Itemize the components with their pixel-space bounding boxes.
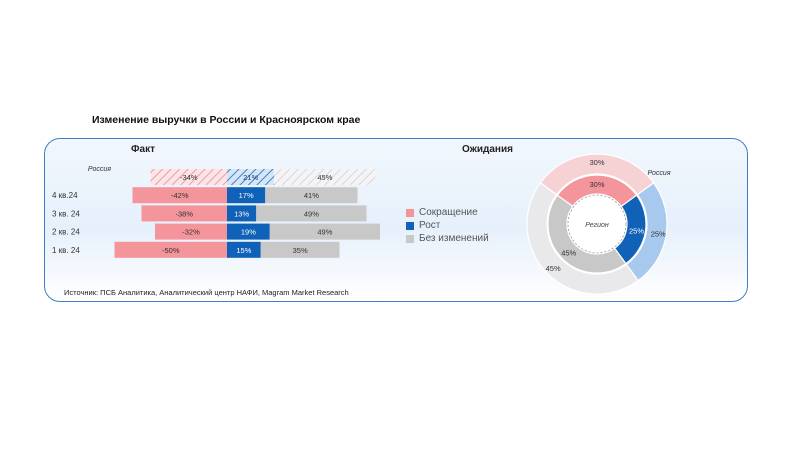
legend-label: Без изменений — [419, 233, 489, 244]
donut-slice-label: 30% — [589, 158, 604, 167]
category-label: 3 кв. 24 — [52, 209, 80, 218]
bar-label-growth: 17% — [239, 191, 254, 200]
bar-growth — [227, 223, 270, 240]
legend-label: Сокращение — [419, 207, 478, 218]
bar-label-decrease: -42% — [171, 191, 189, 200]
bar-decrease — [150, 169, 227, 185]
bar-label-nochange: 35% — [293, 246, 308, 255]
bar-decrease — [114, 241, 227, 258]
donut-slice-label: 30% — [589, 180, 604, 189]
category-label: 4 кв.24 — [52, 191, 78, 200]
bar-label-decrease: -50% — [162, 246, 180, 255]
legend-swatch-nochange — [406, 234, 414, 243]
bar-label-nochange: 49% — [317, 228, 332, 237]
expectations-section-title: Ожидания — [462, 144, 513, 155]
donut-center — [567, 194, 627, 254]
source-note: Источник: ПСБ Аналитика, Аналитический ц… — [64, 288, 349, 297]
donut-slice-nochange — [526, 182, 639, 295]
donut-slice-label: 25% — [629, 226, 644, 235]
expectations-donut-chart: 30% 25% 45% 30% 25% 45% Регион Россия — [526, 153, 671, 295]
category-label: Россия — [88, 166, 111, 173]
bar-decrease — [155, 223, 227, 240]
bar-growth — [227, 169, 275, 185]
bar-nochange — [256, 205, 367, 222]
legend-item-growth: Рост — [406, 219, 489, 232]
legend: Сокращение Рост Без изменений — [406, 206, 489, 245]
donut-slice-label: 25% — [651, 230, 666, 239]
donut-slice-nochange — [547, 194, 627, 274]
bar-label-nochange: 41% — [304, 191, 319, 200]
bar-growth — [227, 241, 261, 258]
bar-label-growth: 19% — [241, 228, 256, 237]
category-label: 2 кв. 24 — [52, 228, 80, 237]
bar-nochange — [269, 223, 380, 240]
bar-label-decrease: -34% — [180, 173, 198, 182]
donut-center-label: Регион — [585, 222, 609, 229]
bar-nochange — [265, 187, 358, 204]
bar-label-growth: 21% — [243, 173, 258, 182]
bar-label-growth: 13% — [234, 209, 249, 218]
category-label: 1 кв. 24 — [52, 246, 80, 255]
legend-swatch-growth — [406, 221, 414, 230]
bar-growth — [227, 205, 257, 222]
fact-bar-chart: Россия -34% 21% 45% 4 кв.24 -42% 17% 41% 3 кв. 2… — [52, 166, 380, 258]
donut-outer-label: Россия — [647, 170, 670, 177]
donut-slice-label: 45% — [561, 248, 576, 257]
legend-item-nochange: Без изменений — [406, 232, 489, 245]
bar-label-nochange: 45% — [317, 173, 332, 182]
bar-label-nochange: 49% — [304, 209, 319, 218]
bar-label-growth: 15% — [236, 246, 251, 255]
legend-item-decrease: Сокращение — [406, 206, 489, 219]
bar-decrease — [141, 205, 227, 222]
donut-slice-label: 45% — [546, 264, 561, 273]
legend-label: Рост — [419, 220, 441, 231]
bar-decrease — [132, 187, 227, 204]
bar-nochange — [260, 241, 340, 258]
bar-growth — [227, 187, 266, 204]
main-title: Изменение выручки в России и Красноярско… — [92, 114, 361, 126]
bar-label-decrease: -38% — [175, 209, 193, 218]
legend-swatch-decrease — [406, 208, 414, 217]
bar-label-decrease: -32% — [182, 228, 200, 237]
fact-section-title: Факт — [131, 144, 155, 155]
bar-nochange — [274, 169, 376, 185]
